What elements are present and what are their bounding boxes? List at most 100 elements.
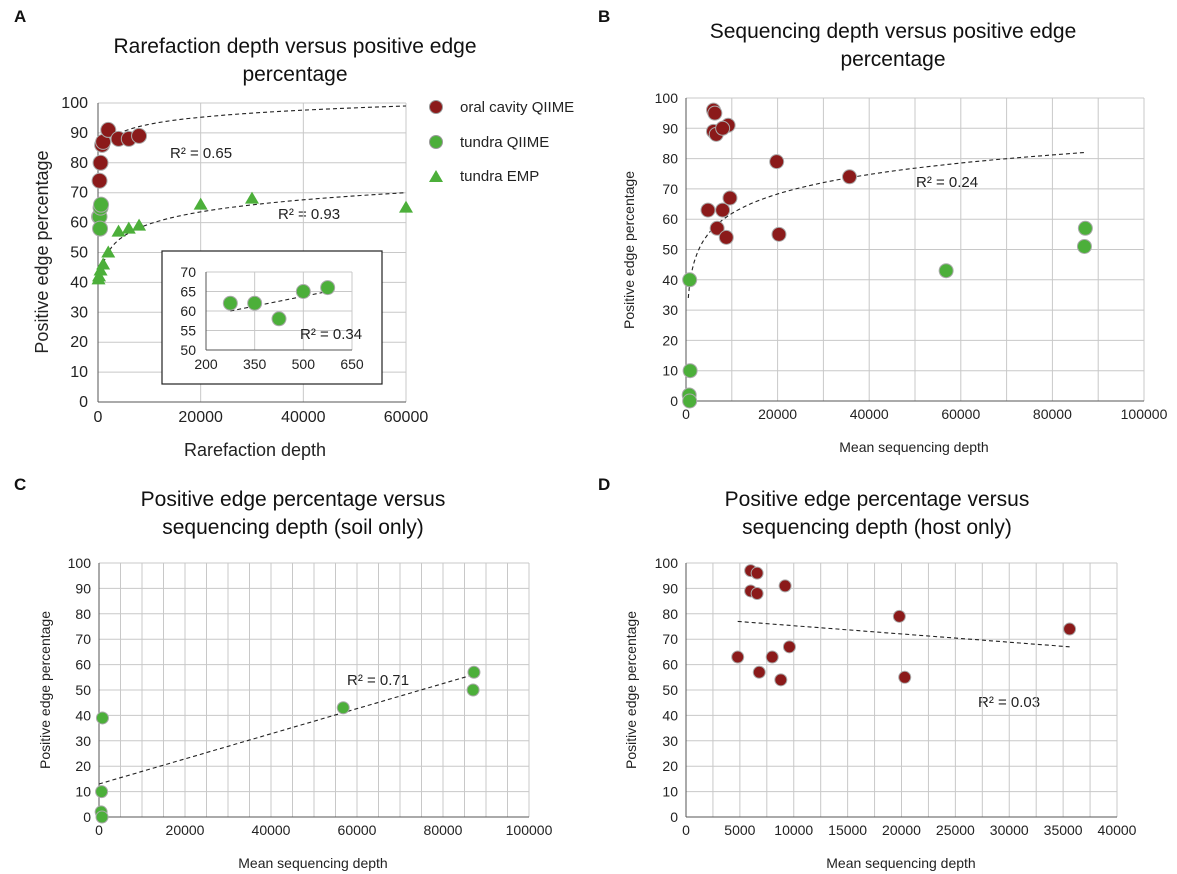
panel-c-ytick: 100 (68, 555, 92, 571)
panel-b-ytick: 30 (662, 302, 678, 318)
panel-a-point-s0-0 (91, 172, 108, 189)
panel-a-ytick: 90 (70, 125, 88, 142)
panel-a-inset-point-4 (320, 280, 336, 296)
panel-b-xtick: 0 (682, 406, 690, 422)
panel-a-point-s2-9 (245, 191, 259, 204)
panel-c-xtick: 0 (95, 822, 103, 838)
panel-c-point-s0-6 (466, 683, 480, 697)
panel-d-ytick: 70 (662, 631, 678, 647)
panel-a-inset-trendline (230, 290, 328, 312)
panel-c-point-s0-4 (336, 701, 350, 715)
panel-a-ytick: 20 (70, 334, 88, 351)
legend-label-tundra-emp: tundra EMP (460, 168, 539, 185)
panel-c-plot: 0 10 20 30 40 50 60 70 80 90 100 0 20000 40000 60000 80… (68, 555, 553, 838)
panel-a-ytick: 0 (79, 394, 88, 411)
panel-b-point-s0-8 (709, 220, 725, 236)
panel-a-inset-ytick: 55 (180, 323, 196, 339)
panel-a-point-s1-2 (92, 220, 109, 237)
panel-b-plot: 0 10 20 30 40 50 60 70 80 90 100 0 20000 40000 60000 80… (655, 90, 1168, 422)
panel-a-ytick: 50 (70, 245, 88, 262)
panel-c-title-line1: Positive edge percentage versus (141, 488, 446, 511)
panel-b-point-s1-5 (1077, 220, 1093, 236)
panel-a-point-s0-7 (131, 127, 148, 144)
legend-label-tundra-qiime: tundra QIIME (460, 134, 549, 151)
panel-b-ytick: 50 (662, 242, 678, 258)
panel-c-xlabel: Mean sequencing depth (238, 855, 387, 871)
panel-b-title-line1: Sequencing depth versus positive edge (710, 20, 1077, 43)
panel-c-ylabel: Positive edge percentage (37, 611, 53, 769)
panel-a-inset-point-0 (222, 295, 238, 311)
panel-d-point-s0-7 (752, 665, 766, 679)
panel-d-xtick: 30000 (990, 822, 1029, 838)
panel-b-ytick: 20 (662, 332, 678, 348)
panel-a-inset-point-1 (247, 295, 263, 311)
panel-c-point-s0-0 (95, 711, 109, 725)
panel-b-point-s1-1 (682, 363, 698, 379)
panel-a-point-s2-8 (193, 197, 208, 210)
panel-a-ytick: 60 (70, 215, 88, 232)
panel-b-ytick: 0 (670, 393, 678, 409)
panel-d-xtick: 0 (682, 822, 690, 838)
panel-a-inset-ytick: 70 (180, 264, 196, 280)
panel-b-xtick: 20000 (758, 406, 797, 422)
panel-b-ytick: 100 (655, 90, 679, 106)
panel-d-xtick: 25000 (936, 822, 975, 838)
panel-d-plot: 0 10 20 30 40 50 60 70 80 90 100 0 5000 10000 15000 200… (655, 555, 1137, 838)
panel-b-point-s1-4 (938, 263, 954, 279)
panel-a-title-line1: Rarefaction depth versus positive edge (113, 35, 476, 58)
panel-a-inset-xtick: 200 (194, 356, 218, 372)
panel-a-xtick: 0 (94, 409, 103, 426)
panel-b-point-s0-9 (715, 202, 731, 218)
panel-b-point-s0-5 (715, 120, 731, 136)
panel-d-point-s0-3 (750, 586, 764, 600)
panel-c-ytick: 20 (75, 758, 91, 774)
panel-c-point-s0-1 (95, 785, 109, 799)
panel-c-title-line2: sequencing depth (soil only) (162, 516, 424, 539)
panel-a-point-s2-10 (399, 200, 413, 213)
panel-a-inset-xtick: 650 (340, 356, 364, 372)
panel-a-plot: 0 10 20 30 40 50 60 70 80 90 100 0 20000 40000 60000 50… (61, 95, 428, 426)
panel-d-xtick: 15000 (828, 822, 867, 838)
panel-a-inset-point-2 (271, 311, 287, 327)
panel-c-xtick: 20000 (166, 822, 205, 838)
panel-d-ytick: 10 (662, 784, 678, 800)
panel-b-point-s1-0 (682, 272, 698, 288)
panel-b-point-s0-6 (722, 190, 738, 206)
panel-b-ytick: 40 (662, 272, 678, 288)
panel-c-ytick: 60 (75, 657, 91, 673)
panel-b-xtick: 40000 (850, 406, 889, 422)
panel-a-point-s2-3 (96, 257, 111, 270)
panel-b-ytick: 60 (662, 211, 678, 227)
panel-a-ylabel: Positive edge percentage (32, 150, 52, 353)
panel-a-xtick: 40000 (281, 409, 326, 426)
panel-d-xtick: 40000 (1098, 822, 1137, 838)
panel-b-point-s0-12 (771, 226, 787, 242)
panel-a-xlabel: Rarefaction depth (184, 440, 326, 460)
panel-b-point-s0-10 (718, 229, 734, 245)
panel-d-title-line1: Positive edge percentage versus (725, 488, 1030, 511)
panel-a-legend: oral cavity QIIME tundra QIIME tundra EM… (429, 99, 574, 185)
panel-b-point-s0-7 (700, 202, 716, 218)
panel-b-ylabel: Positive edge percentage (621, 171, 637, 329)
legend-marker-tundra-emp (429, 170, 443, 182)
panel-b-point-s1-3 (682, 393, 698, 409)
panel-d-ytick: 30 (662, 733, 678, 749)
panel-d-ylabel: Positive edge percentage (623, 611, 639, 769)
panel-c-ytick: 80 (75, 606, 91, 622)
panel-d-ytick: 80 (662, 606, 678, 622)
panel-c-ytick: 0 (83, 809, 91, 825)
panel-d-ytick: 20 (662, 758, 678, 774)
panel-c-ytick: 10 (75, 784, 91, 800)
panel-c-ytick: 40 (75, 707, 91, 723)
panel-c-xtick: 80000 (424, 822, 463, 838)
panel-c-xtick: 60000 (338, 822, 377, 838)
panel-b-xtick: 60000 (941, 406, 980, 422)
panel-c-ytick: 90 (75, 580, 91, 596)
panel-d-xtick: 10000 (774, 822, 813, 838)
panel-a-inset-ytick: 50 (180, 342, 196, 358)
panel-a-trendline-0 (102, 105, 407, 149)
legend-label-oral-cavity: oral cavity QIIME (460, 99, 574, 116)
panel-d-point-s0-11 (898, 670, 912, 684)
legend-marker-oral-cavity (429, 100, 443, 114)
panel-b-r2: R² = 0.24 (916, 174, 978, 191)
